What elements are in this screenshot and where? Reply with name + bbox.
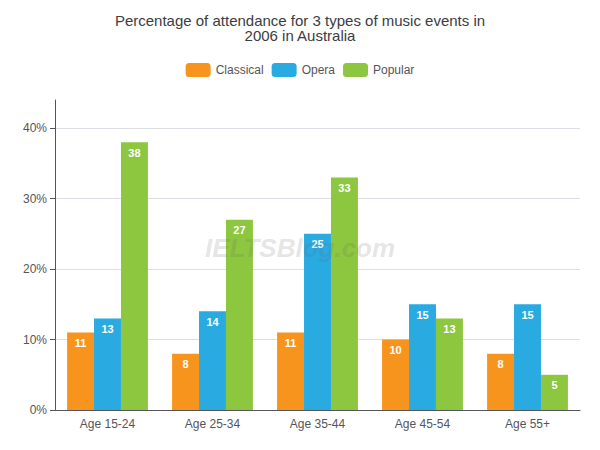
svg-text:Age 55+: Age 55+	[505, 417, 550, 431]
svg-text:15: 15	[521, 309, 533, 321]
svg-text:8: 8	[182, 358, 188, 370]
svg-text:27: 27	[233, 224, 246, 237]
svg-text:30%: 30%	[23, 192, 47, 206]
svg-text:11: 11	[75, 337, 87, 349]
svg-text:40%: 40%	[23, 121, 47, 135]
svg-text:38: 38	[128, 147, 140, 159]
svg-text:Age 35-44: Age 35-44	[290, 417, 346, 431]
svg-text:Percentage of attendance for 3: Percentage of attendance for 3 types of …	[114, 12, 486, 29]
svg-text:IELTSBlog.com: IELTSBlog.com	[205, 233, 395, 263]
svg-text:2006 in Australia: 2006 in Australia	[245, 27, 357, 44]
svg-text:Opera: Opera	[302, 63, 336, 77]
svg-text:11: 11	[285, 337, 297, 349]
svg-text:8: 8	[497, 358, 503, 370]
svg-text:Popular: Popular	[373, 63, 414, 77]
svg-text:Age 45-54: Age 45-54	[395, 417, 451, 431]
svg-text:20%: 20%	[23, 262, 47, 276]
svg-text:13: 13	[443, 323, 455, 335]
svg-text:5: 5	[551, 379, 557, 391]
svg-text:0%: 0%	[30, 403, 48, 417]
svg-text:Classical: Classical	[216, 63, 264, 77]
svg-text:13: 13	[101, 323, 113, 335]
svg-text:Age 15-24: Age 15-24	[80, 417, 136, 431]
svg-text:33: 33	[338, 182, 350, 194]
svg-text:10: 10	[389, 344, 401, 356]
svg-text:Age 25-34: Age 25-34	[185, 417, 241, 431]
svg-text:10%: 10%	[23, 333, 47, 347]
svg-text:14: 14	[206, 316, 219, 328]
svg-text:15: 15	[416, 309, 428, 321]
